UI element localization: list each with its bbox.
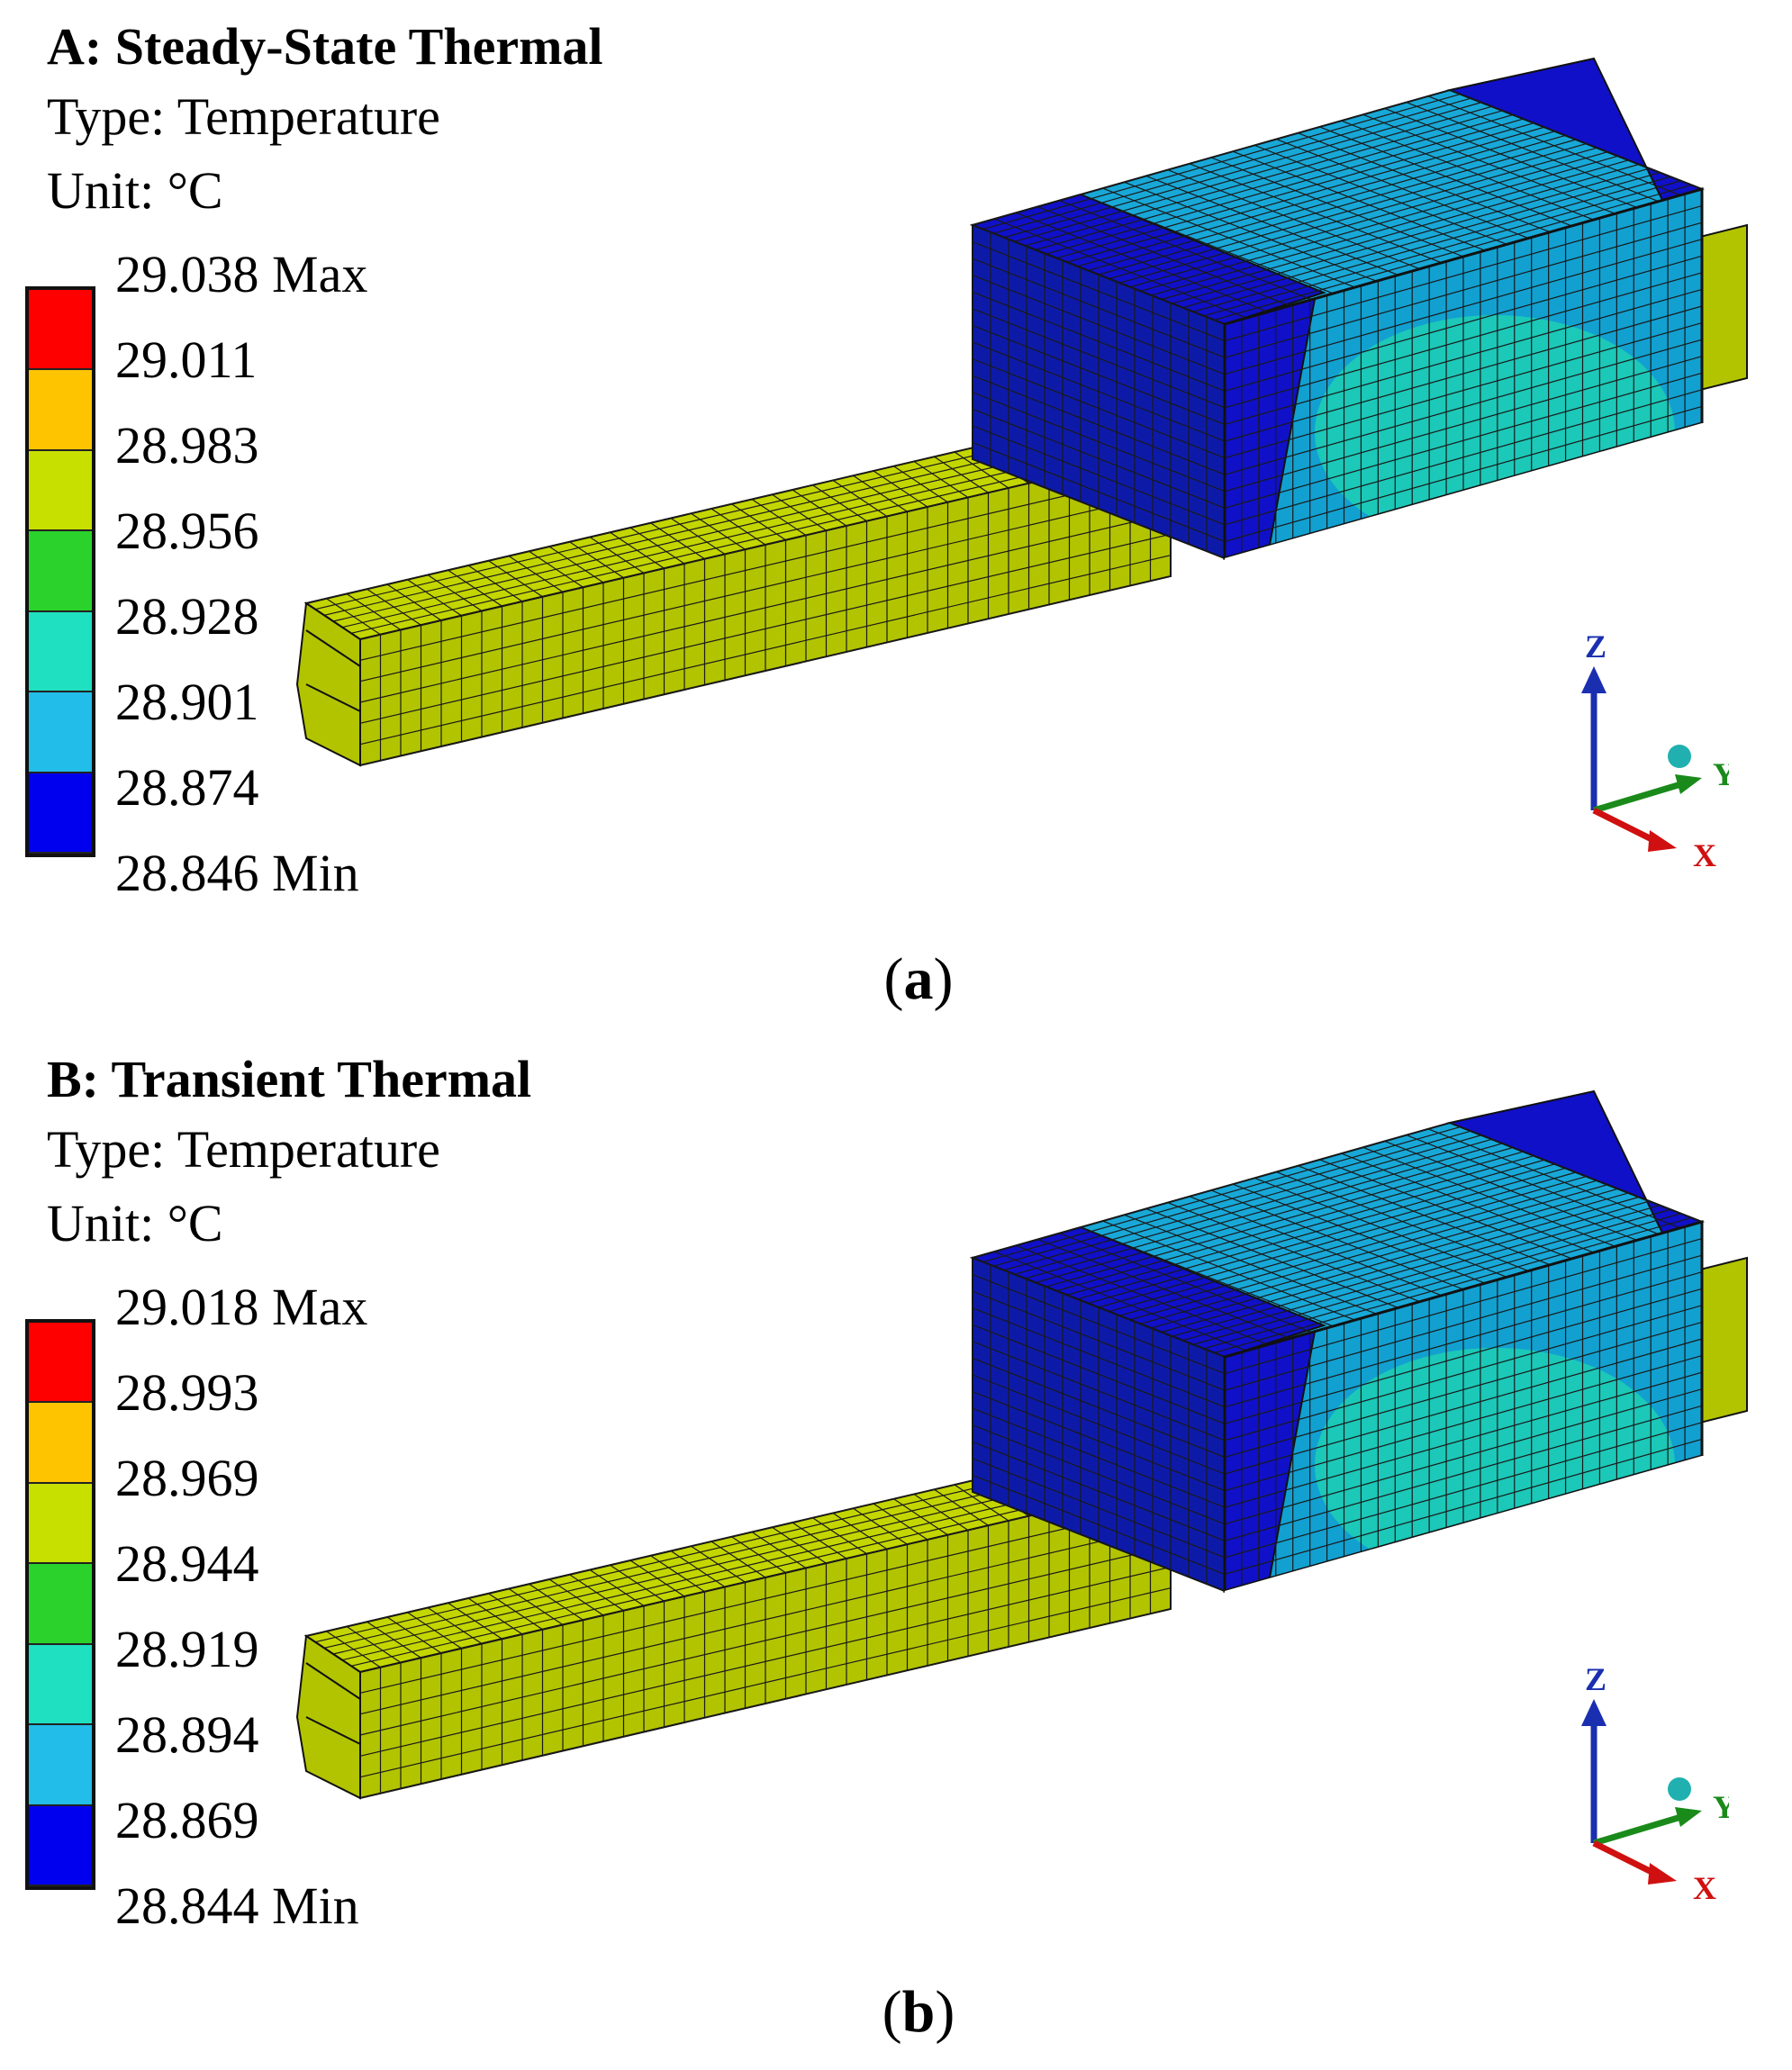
legend-swatch-3 <box>29 1483 92 1565</box>
z-axis-label: Z <box>1585 630 1606 664</box>
legend-swatch-7 <box>29 1805 92 1886</box>
block-side-mesh <box>1224 188 1703 559</box>
result-unit: Unit: °C <box>47 1194 223 1252</box>
legend-label: 28.993 <box>115 1363 259 1422</box>
result-unit: Unit: °C <box>47 161 223 220</box>
temperature-colorbar <box>25 286 95 857</box>
block-bottom-mask <box>1225 1456 1783 1825</box>
panel-b: B: Transient Thermal Type: Temperature U… <box>0 1033 1792 2045</box>
legend-label: 28.901 <box>115 673 259 731</box>
legend-label: 28.928 <box>115 587 259 646</box>
panel-a: A: Steady-State Thermal Type: Temperatur… <box>0 0 1792 1012</box>
y-axis-label: Y <box>1713 1789 1729 1825</box>
legend-label: 28.944 <box>115 1534 259 1593</box>
legend-label-max: 29.018 Max <box>115 1278 368 1336</box>
legend-swatch-3 <box>29 450 92 532</box>
caption-letter: a <box>903 946 934 1012</box>
coordinate-triad: Z Y X <box>1581 1663 1729 1906</box>
x-axis-line <box>1592 1839 1659 1878</box>
result-type: Type: Temperature <box>47 87 440 146</box>
y-axis-arrowhead <box>1675 774 1702 794</box>
triad-origin-sphere <box>1668 1777 1691 1801</box>
legend-swatch-1 <box>29 1323 92 1404</box>
rail-end-groove <box>305 629 361 712</box>
z-axis-arrowhead <box>1581 1699 1606 1726</box>
legend-label: 28.983 <box>115 416 259 475</box>
result-type: Type: Temperature <box>47 1120 440 1179</box>
block-bottom-mask <box>1225 423 1783 792</box>
legend-label: 28.919 <box>115 1620 259 1678</box>
block-top-mesh <box>972 1122 1703 1358</box>
x-axis-line <box>1592 807 1659 845</box>
x-axis-label: X <box>1693 837 1716 873</box>
y-axis-arrowhead <box>1675 1807 1702 1827</box>
y-axis-line <box>1592 780 1686 814</box>
legend-swatch-5 <box>29 1644 92 1726</box>
legend-label: 28.869 <box>115 1791 259 1849</box>
legend-swatch-2 <box>29 370 92 451</box>
z-axis-label: Z <box>1585 1663 1606 1697</box>
rail-end-groove <box>305 1662 361 1745</box>
legend-swatch-6 <box>29 692 92 773</box>
legend-swatch-1 <box>29 290 92 371</box>
figure-caption: (b) <box>882 1979 955 2045</box>
legend-swatch-7 <box>29 773 92 854</box>
x-axis-arrowhead <box>1648 830 1677 852</box>
y-axis-label: Y <box>1713 756 1729 792</box>
legend-label-min: 28.844 Min <box>115 1876 359 1935</box>
legend-swatch-4 <box>29 1564 92 1645</box>
figure-caption: (a) <box>883 946 954 1012</box>
rail-end-face <box>295 601 361 767</box>
block-top-mesh <box>972 89 1703 325</box>
result-title: B: Transient Thermal <box>47 1050 532 1108</box>
legend-swatch-5 <box>29 611 92 693</box>
legend-swatch-2 <box>29 1403 92 1484</box>
legend-label: 28.956 <box>115 502 259 560</box>
temperature-colorbar <box>25 1319 95 1890</box>
rail-end-face <box>295 1634 361 1800</box>
legend-label-max: 29.038 Max <box>115 245 368 303</box>
legend-swatch-6 <box>29 1725 92 1806</box>
caption-letter: b <box>901 1979 936 2045</box>
linear-guide-mesh-model <box>295 57 1783 792</box>
legend-label: 28.969 <box>115 1449 259 1507</box>
result-title: A: Steady-State Thermal <box>47 17 603 76</box>
coordinate-triad: Z Y X <box>1581 630 1729 873</box>
z-axis-arrowhead <box>1581 666 1606 693</box>
x-axis-label: X <box>1693 1870 1716 1906</box>
legend-label: 28.894 <box>115 1705 259 1764</box>
legend-label: 28.874 <box>115 758 259 817</box>
legend-swatch-4 <box>29 531 92 612</box>
legend-label-min: 28.846 Min <box>115 844 359 902</box>
triad-origin-sphere <box>1668 745 1691 768</box>
linear-guide-mesh-model <box>295 1089 1783 1825</box>
y-axis-line <box>1592 1812 1686 1847</box>
x-axis-arrowhead <box>1648 1863 1677 1885</box>
legend-label: 29.011 <box>115 330 258 389</box>
